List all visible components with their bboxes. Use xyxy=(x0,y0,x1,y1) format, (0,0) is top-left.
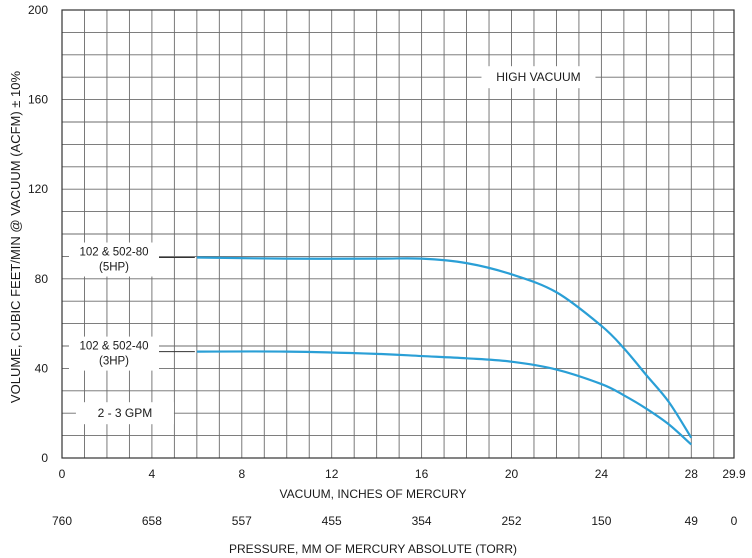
series-label-1: (5HP) xyxy=(99,262,129,274)
secondary-tick-label: 557 xyxy=(232,514,252,528)
x-tick-label: 4 xyxy=(149,467,156,481)
series-label-box-2 xyxy=(69,336,159,371)
chart-series xyxy=(196,256,693,446)
chart-grid xyxy=(62,10,734,458)
x-tick-label: 24 xyxy=(595,467,609,481)
secondary-tick-label: 0 xyxy=(731,514,738,528)
series-label-box-1 xyxy=(69,242,159,277)
x-tick-label: 0 xyxy=(59,467,66,481)
series-label-2: (3HP) xyxy=(99,356,129,368)
x-tick-label: 16 xyxy=(415,467,429,481)
plot-border xyxy=(61,9,735,459)
series-label-2: 102 & 502-40 xyxy=(79,341,148,353)
x-tick-label: 28 xyxy=(685,467,699,481)
x-tick-label: 12 xyxy=(325,467,339,481)
annotation-box-1 xyxy=(481,66,596,89)
y-tick-label: 0 xyxy=(41,451,48,465)
x-tick-label: 29.9 xyxy=(722,467,746,481)
y-tick-label: 120 xyxy=(28,182,48,196)
y-tick-label: 40 xyxy=(35,361,49,375)
series-line-1 xyxy=(196,256,693,439)
secondary-axis-label: PRESSURE, MM OF MERCURY ABSOLUTE (TORR) xyxy=(229,542,517,556)
x-tick-label: 20 xyxy=(505,467,519,481)
secondary-tick-label: 455 xyxy=(322,514,342,528)
secondary-tick-label: 658 xyxy=(142,514,162,528)
x-tick-label: 8 xyxy=(238,467,245,481)
x-axis-label: VACUUM, INCHES OF MERCURY xyxy=(280,487,467,501)
chart-labels: 102 & 502-80 (5HP) 102 & 502-40 (3HP) HIGH V… xyxy=(69,66,596,425)
plot-frame xyxy=(61,9,735,459)
secondary-tick-label: 252 xyxy=(501,514,521,528)
annotation-box-2 xyxy=(75,402,174,425)
y-tick-label: 200 xyxy=(28,3,48,17)
y-tick-label: 80 xyxy=(35,272,49,286)
series-line-2 xyxy=(196,350,693,446)
axis-ticks: 0 40 80 120 160 200 0 4 8 12 16 20 24 28 29.9 760 658 557… xyxy=(28,3,746,528)
y-axis-label: VOLUME, CUBIC FEET/MIN @ VACUUM (ACFM) ±… xyxy=(8,71,23,404)
y-tick-label: 160 xyxy=(28,93,48,107)
secondary-tick-label: 150 xyxy=(591,514,611,528)
series-label-1: 102 & 502-80 xyxy=(79,247,148,259)
annotation-2: 2 - 3 GPM xyxy=(98,406,153,420)
annotation-1: HIGH VACUUM xyxy=(496,70,580,84)
secondary-tick-label: 49 xyxy=(685,514,699,528)
secondary-tick-label: 760 xyxy=(52,514,72,528)
secondary-tick-label: 354 xyxy=(412,514,432,528)
